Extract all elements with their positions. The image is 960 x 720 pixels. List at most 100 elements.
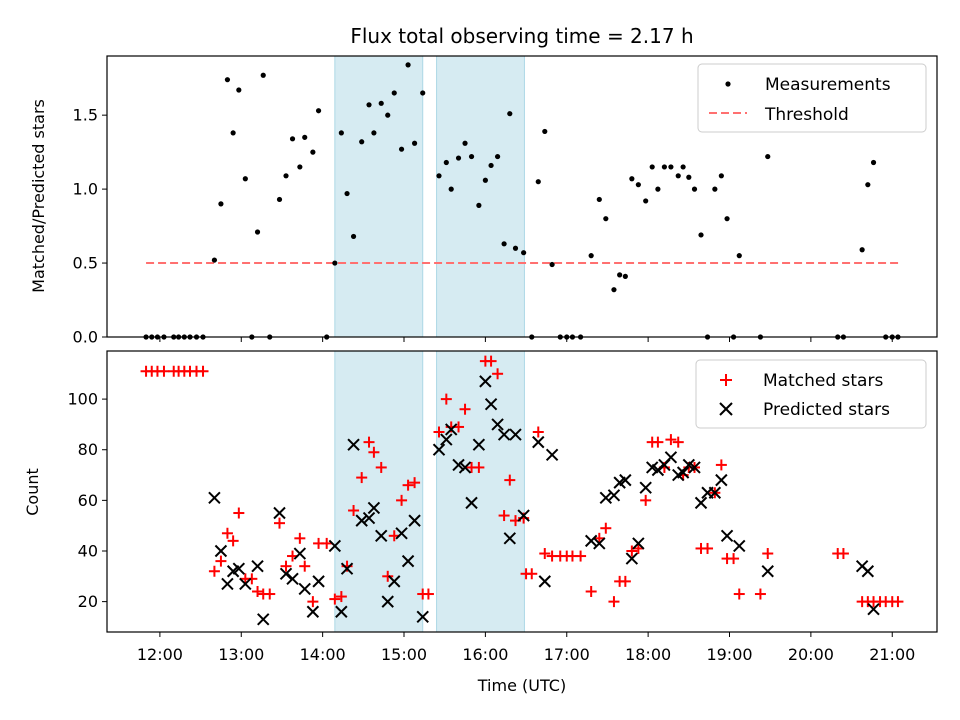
- count-panel: 20 40 60 80 100 12:00 13:00 14:00 15:00 16:00 17:…: [23, 350, 938, 695]
- measurement-point: [512, 245, 519, 251]
- x-tick-label: 14:00: [300, 645, 346, 664]
- matched-point: [299, 560, 311, 572]
- matched-point: [409, 477, 421, 489]
- matched-point: [672, 436, 684, 448]
- predicted-point: [733, 539, 746, 553]
- matched-point: [526, 568, 538, 580]
- matched-point: [221, 527, 233, 539]
- measurement-point: [535, 179, 541, 185]
- measurement-point: [230, 130, 236, 136]
- predicted-point: [509, 428, 522, 441]
- measurement-point: [224, 77, 231, 83]
- measurement-point: [668, 164, 674, 170]
- matched-point: [227, 535, 239, 547]
- matched-point: [274, 517, 286, 529]
- predicted-point: [328, 539, 342, 553]
- y-tick-label: 1.0: [73, 180, 98, 199]
- predicted-point: [517, 509, 530, 522]
- measurement-point: [344, 190, 350, 197]
- matched-point: [440, 393, 452, 405]
- measurement-point: [661, 164, 668, 170]
- matched-point: [702, 542, 714, 554]
- measurement-point: [859, 247, 865, 253]
- predicted-point: [720, 529, 734, 543]
- ratio-legend: Measurements Threshold: [697, 63, 927, 133]
- matched-point: [246, 573, 258, 585]
- predicted-point: [545, 448, 559, 461]
- measurement-point: [596, 196, 602, 203]
- measurement-point: [765, 153, 771, 160]
- predicted-point: [607, 489, 621, 502]
- measurement-point: [482, 177, 488, 183]
- shaded-window-2: [436, 350, 525, 633]
- matched-point: [356, 472, 368, 484]
- legend-plus-marker: [720, 374, 732, 386]
- count-panel-frame: [106, 350, 938, 633]
- measurement-point: [242, 176, 248, 182]
- measurement-point: [289, 136, 296, 142]
- matched-point: [652, 436, 664, 448]
- ratio-y-axis-label: Matched/Predicted stars: [29, 99, 48, 293]
- measurement-point: [622, 273, 628, 279]
- legend-measurements-label: Measurements: [765, 75, 891, 95]
- ratio-y-axis: 0.0 0.5 1.0 1.5: [73, 106, 107, 347]
- matched-point: [368, 446, 380, 458]
- measurement-point: [603, 216, 609, 222]
- measurement-point: [629, 176, 635, 182]
- matched-point: [422, 588, 434, 600]
- predicted-point: [532, 435, 545, 449]
- measurement-point: [302, 134, 308, 140]
- matched-point: [498, 510, 510, 522]
- matched-point: [459, 403, 471, 415]
- predicted-point: [861, 565, 875, 578]
- measurement-point: [420, 90, 426, 96]
- predicted-point: [232, 562, 246, 575]
- measurement-point: [635, 182, 641, 188]
- y-tick-label: 1.5: [73, 106, 98, 125]
- measurement-point: [494, 153, 501, 160]
- measurement-point: [405, 62, 411, 68]
- y-tick-label: 40: [78, 541, 98, 560]
- legend-dot-marker: [725, 81, 731, 87]
- predicted-point: [664, 451, 678, 464]
- predicted-point: [432, 443, 446, 456]
- y-tick-label: 100: [67, 390, 98, 409]
- measurement-point: [462, 140, 468, 146]
- predicted-point: [408, 514, 421, 527]
- x-tick-label: 19:00: [706, 645, 752, 664]
- predicted-point: [416, 610, 429, 624]
- predicted-point: [484, 397, 498, 411]
- measurement-point: [411, 140, 418, 146]
- measurement-point: [378, 100, 384, 106]
- predicted-point: [503, 532, 517, 545]
- measurement-point: [448, 186, 454, 192]
- predicted-point: [375, 529, 388, 543]
- measurement-point: [501, 241, 507, 247]
- measurement-point: [649, 164, 655, 170]
- ratio-panel: 0.0 0.5 1.0 1.5 Matched/Predicted stars Mea…: [29, 55, 938, 347]
- legend-threshold-label: Threshold: [764, 105, 849, 125]
- matched-point: [329, 593, 341, 605]
- matched-point: [715, 459, 727, 471]
- measurement-point: [617, 272, 623, 278]
- predicted-point: [298, 582, 311, 596]
- legend-predicted-label: Predicted stars: [763, 400, 890, 420]
- measurement-point: [310, 149, 316, 155]
- x-axis-label: Time (UTC): [477, 676, 566, 695]
- matched-point: [363, 436, 375, 448]
- predicted-point: [306, 605, 320, 618]
- x-tick-label: 16:00: [462, 645, 508, 664]
- matched-point: [215, 555, 227, 567]
- predicted-point: [273, 506, 286, 520]
- measurement-point: [675, 173, 681, 179]
- measurement-point: [686, 174, 692, 180]
- predicted-point: [538, 575, 551, 588]
- predicted-point: [208, 491, 221, 505]
- measurement-point: [680, 164, 686, 170]
- measurement-point: [488, 162, 494, 169]
- measurement-point: [276, 196, 283, 203]
- predicted-point: [279, 567, 293, 580]
- matched-point: [348, 504, 360, 516]
- matched-point: [762, 548, 774, 560]
- measurement-point: [588, 253, 594, 259]
